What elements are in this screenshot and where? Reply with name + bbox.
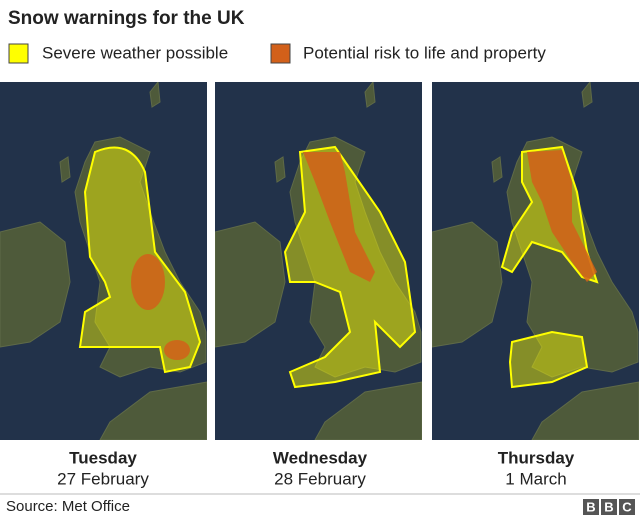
day-label: Wednesday — [273, 448, 368, 467]
logo-letter: C — [622, 499, 632, 514]
day-label: Tuesday — [69, 448, 137, 467]
map-panel — [432, 82, 639, 440]
legend-label: Potential risk to life and property — [303, 43, 546, 62]
legend-label: Severe weather possible — [42, 43, 228, 62]
date-label: 1 March — [505, 469, 566, 488]
legend-swatch — [270, 43, 291, 64]
date-label: 28 February — [274, 469, 366, 488]
day-label: Thursday — [498, 448, 575, 467]
title: Snow warnings for the UK — [8, 8, 245, 29]
map-panel — [215, 82, 422, 440]
legend-swatch — [8, 43, 29, 64]
date-label: 27 February — [57, 469, 149, 488]
logo-letter: B — [604, 499, 613, 514]
map-panel — [0, 82, 207, 440]
source: Source: Met Office — [6, 498, 130, 515]
logo: B B C — [583, 499, 635, 515]
logo-letter: B — [586, 499, 595, 514]
